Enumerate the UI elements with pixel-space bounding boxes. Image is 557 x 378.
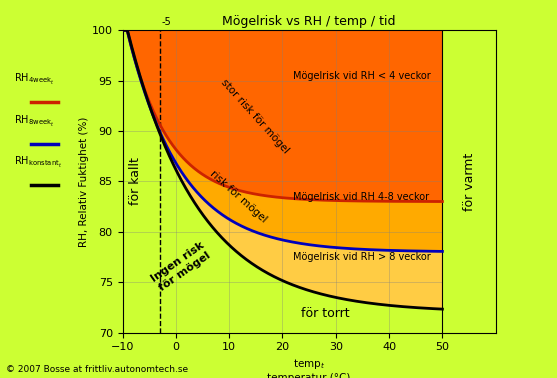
Text: risk för mögel: risk för mögel bbox=[208, 169, 268, 225]
Text: © 2007 Bosse at frittliv.autonomtech.se: © 2007 Bosse at frittliv.autonomtech.se bbox=[6, 365, 188, 374]
Text: Mögelrisk vid RH < 4 veckor: Mögelrisk vid RH < 4 veckor bbox=[293, 71, 431, 81]
Text: RH$_{\mathregular{4week}_t}$: RH$_{\mathregular{4week}_t}$ bbox=[14, 72, 55, 87]
Text: för torrt: för torrt bbox=[301, 307, 349, 319]
Text: Ingen risk
för mögel: Ingen risk för mögel bbox=[149, 240, 213, 294]
Text: stor risk för mögel: stor risk för mögel bbox=[218, 77, 290, 155]
Text: för kallt: för kallt bbox=[129, 158, 143, 205]
Text: Mögelrisk vid RH > 8 veckor: Mögelrisk vid RH > 8 veckor bbox=[293, 252, 431, 262]
Text: för varmt: för varmt bbox=[462, 152, 476, 211]
Y-axis label: RH, Relativ Fuktighet (%): RH, Relativ Fuktighet (%) bbox=[79, 116, 89, 246]
Text: -5: -5 bbox=[162, 17, 171, 27]
Text: RH$_{\mathregular{konstant}_t}$: RH$_{\mathregular{konstant}_t}$ bbox=[14, 155, 62, 170]
Text: RH$_{\mathregular{8week}_t}$: RH$_{\mathregular{8week}_t}$ bbox=[14, 113, 55, 129]
Text: Mögelrisk vid RH 4-8 veckor: Mögelrisk vid RH 4-8 veckor bbox=[293, 192, 429, 201]
Bar bbox=[442, 30, 496, 333]
Title: Mögelrisk vs RH / temp / tid: Mögelrisk vs RH / temp / tid bbox=[222, 15, 396, 28]
Text: temp$_t$
temperatur (°C): temp$_t$ temperatur (°C) bbox=[267, 357, 351, 378]
